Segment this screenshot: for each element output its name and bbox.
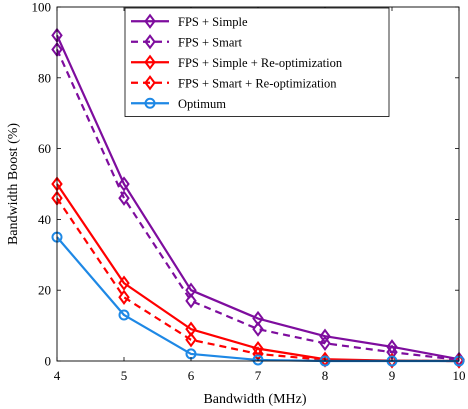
legend-marker [144,13,156,29]
legend-entry-1: FPS + Smart [131,34,243,50]
legend-entry-2: FPS + Simple + Re-optimization [131,54,343,70]
y-tick-label: 0 [45,354,52,369]
legend-marker [144,34,156,50]
x-tick-label: 6 [188,368,195,383]
y-tick-label: 100 [32,0,52,15]
legend: FPS + Simple FPS + Smart FPS + Simple + Re… [124,7,390,117]
series-3 [51,190,465,369]
legend-entry-3: FPS + Smart + Re-optimization [131,75,337,91]
legend-label: FPS + Smart + Re-optimization [178,76,337,90]
legend-label: Optimum [178,97,226,111]
data-point [118,275,130,291]
legend-entry-4: Optimum [131,97,226,111]
data-point [118,190,130,206]
data-point [118,289,130,305]
x-tick-label: 4 [54,368,61,383]
data-point [185,332,197,348]
x-tick-label: 8 [322,368,329,383]
series-4 [51,231,465,367]
legend-marker [144,97,156,109]
legend-entry-0: FPS + Simple [131,13,248,29]
x-axis-label: Bandwidth (MHz) [203,392,306,407]
x-tick-label: 10 [453,368,466,383]
data-point [453,353,465,369]
data-point [252,354,264,366]
x-tick-label: 5 [121,368,128,383]
data-point [118,176,130,192]
legend-marker [144,54,156,70]
data-point [252,321,264,337]
y-tick-label: 80 [38,70,51,85]
y-tick-label: 60 [38,141,51,156]
legend-label: FPS + Simple [178,15,248,29]
y-tick-label: 20 [38,283,51,298]
legend-marker [144,75,156,91]
legend-label: FPS + Simple + Re-optimization [178,56,343,70]
series-line [55,49,460,362]
series-2 [51,176,465,369]
data-point [118,309,130,321]
y-tick-label: 40 [38,212,51,227]
data-point [319,335,331,351]
x-tick-label: 7 [255,368,262,383]
y-axis-label: Bandwidth Boost (%) [6,123,21,245]
x-tick-label: 9 [389,368,396,383]
legend-label: FPS + Smart [178,35,243,49]
data-point [185,293,197,309]
